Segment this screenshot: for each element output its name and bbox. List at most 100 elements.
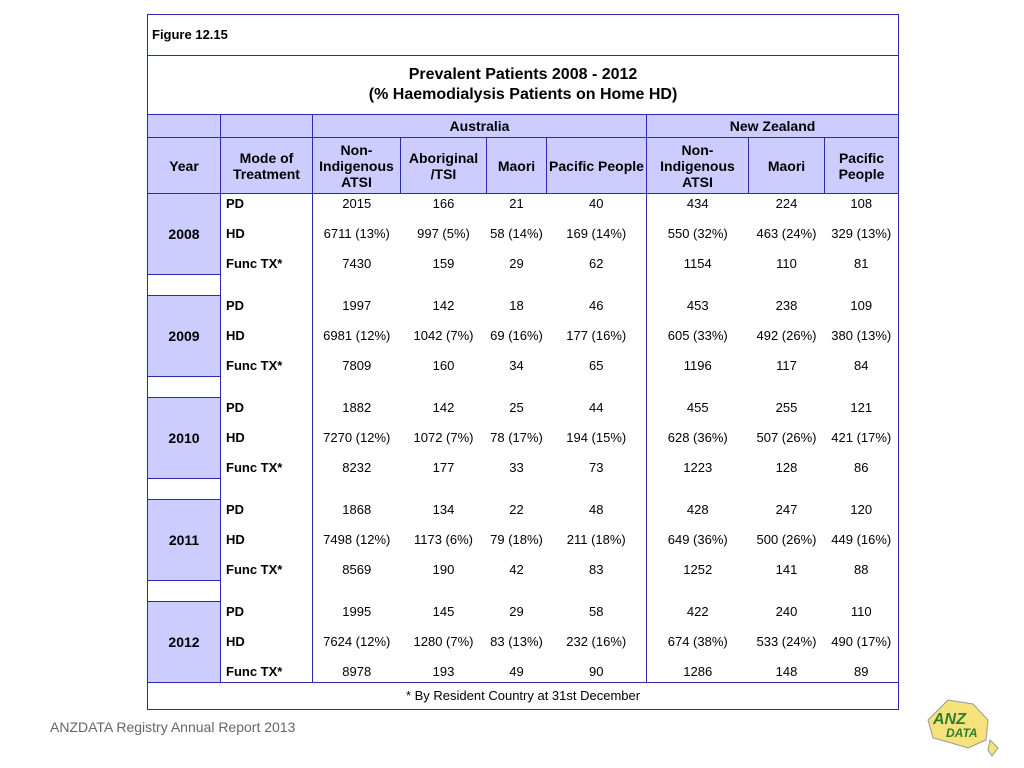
value-cell: 455 — [646, 397, 749, 419]
value-cell: 255 — [775, 400, 798, 415]
value-cell: 40 — [589, 196, 604, 212]
value-cell: 247 — [775, 502, 798, 517]
value-cell: 232 (16%) — [566, 634, 627, 649]
value-cell: 1252 — [646, 559, 749, 581]
value-cell: 29 — [509, 256, 524, 271]
column-header: Mode of Treatment — [220, 137, 313, 194]
value-cell: 2015 — [312, 193, 401, 215]
table-row: HD 7624 (12%) 1280 (7%) 83 (13%) 232 (16%) 67… — [148, 622, 900, 662]
spacer — [645, 274, 900, 296]
value-cell: 1042 (7%) — [413, 328, 474, 343]
value-cell: 22 — [509, 502, 524, 517]
mode-of-treatment: Func TX* — [220, 253, 313, 275]
value-cell: 65 — [589, 358, 604, 373]
year: 2012 — [147, 601, 221, 683]
value-cell: 109 — [824, 295, 900, 317]
spacer — [312, 274, 647, 296]
value-cell: 463 (24%) — [756, 226, 817, 241]
value-cell: 224 — [775, 196, 798, 212]
value-cell: 8569 — [312, 559, 401, 581]
value-cell: 674 (38%) — [646, 622, 749, 662]
value-cell: 46 — [589, 298, 604, 313]
table-row: Func TX* 8978 193 49 90 1286 148 89 — [148, 661, 900, 683]
table-row: Prevalent Patients 2008 - 2012 (% Haemodi… — [146, 55, 900, 115]
group-header: New Zealand — [645, 114, 900, 138]
value-cell: 240 — [775, 604, 798, 619]
table-row: 2011 PD 1868 134 22 48 428 247 120 — [147, 499, 900, 581]
value-cell: 49 — [509, 663, 524, 679]
mode-of-treatment: HD — [220, 316, 313, 356]
table-row: Year Mode of Treatment Non-Indigenous ATSI… — [147, 137, 900, 194]
header-blank — [220, 114, 313, 138]
column-header: Non-Indigenous ATSI — [646, 137, 749, 194]
value-cell: 33 — [509, 460, 524, 475]
figure-label: Figure 12.15 — [146, 14, 900, 56]
table-row: Australia New Zealand — [147, 114, 900, 138]
value-cell: 84 — [824, 355, 900, 377]
spacer — [312, 478, 647, 500]
value-cell: 8232 — [312, 457, 401, 479]
value-cell: 421 (17%) — [824, 418, 900, 458]
value-cell: 117 — [776, 358, 797, 373]
table-row: HD 6981 (12%) 1042 (7%) 69 (16%) 177 (16%) 60… — [148, 316, 900, 356]
value-cell: 108 — [824, 193, 900, 215]
mode-of-treatment: HD — [220, 214, 313, 254]
table-row: Figure 12.15 — [146, 14, 900, 56]
value-cell: 128 — [775, 460, 798, 475]
table-row: 2008 PD 2015 166 21 40 434 224 108 — [147, 193, 900, 275]
logo: ANZ DATA — [927, 699, 999, 757]
table-row: * By Resident Country at 31st December — [146, 682, 900, 710]
value-cell: 34 — [509, 358, 524, 373]
value-cell: 81 — [824, 253, 900, 275]
value-cell: 449 (16%) — [824, 520, 900, 560]
value-cell: 7430 — [312, 253, 401, 275]
value-cell: 1868 — [312, 499, 401, 521]
mode-of-treatment: HD — [220, 520, 313, 560]
value-cell: 25 — [509, 400, 524, 415]
value-cell: 145 — [432, 604, 455, 619]
value-cell: 193 — [432, 663, 455, 679]
value-cell: 142 — [432, 400, 455, 415]
title-line: (% Haemodialysis Patients on Home HD) — [368, 86, 678, 103]
value-cell: 1223 — [646, 457, 749, 479]
value-cell: 533 (24%) — [756, 634, 817, 649]
value-cell: 21 — [509, 196, 524, 212]
table-row: Func TX* 7430 159 29 62 1154 110 81 — [148, 253, 900, 275]
value-cell: 120 — [824, 499, 900, 521]
spacer — [312, 580, 647, 602]
year: 2009 — [147, 295, 221, 377]
header-blank — [147, 114, 221, 138]
table-row: HD 7498 (12%) 1173 (6%) 79 (18%) 211 (18%) 64… — [148, 520, 900, 560]
logo-text: ANZ — [932, 711, 967, 728]
value-cell: 1997 — [312, 295, 401, 317]
spacer — [312, 376, 647, 398]
mode-of-treatment: Func TX* — [220, 355, 313, 377]
value-cell: 141 — [775, 562, 798, 577]
value-cell: 121 — [824, 397, 900, 419]
mode-of-treatment: PD — [220, 499, 313, 521]
value-cell: 500 (26%) — [756, 532, 817, 547]
column-header: Maori — [748, 137, 825, 194]
value-cell: 1882 — [312, 397, 401, 419]
value-cell: 1173 (6%) — [413, 532, 473, 547]
table-row: HD 6711 (13%) 997 (5%) 58 (14%) 169 (14%) 550… — [148, 214, 900, 254]
mode-of-treatment: PD — [220, 397, 313, 419]
value-cell: 997 (5%) — [417, 226, 470, 241]
footnote: * By Resident Country at 31st December — [146, 682, 900, 710]
value-cell: 1286 — [646, 661, 749, 683]
value-cell: 507 (26%) — [756, 430, 817, 445]
value-cell: 329 (13%) — [824, 214, 900, 254]
value-cell: 58 — [589, 604, 604, 619]
value-cell: 6711 (13%) — [312, 214, 401, 254]
value-cell: 190 — [432, 562, 455, 577]
table-row: Func TX* 7809 160 34 65 1196 117 84 — [148, 355, 900, 377]
value-cell: 177 — [432, 460, 455, 475]
value-cell: 422 — [646, 601, 749, 623]
value-cell: 550 (32%) — [646, 214, 749, 254]
title-line: Prevalent Patients 2008 - 2012 — [408, 66, 638, 83]
logo-nz — [987, 738, 999, 757]
value-cell: 79 (18%) — [490, 532, 543, 547]
value-cell: 434 — [646, 193, 749, 215]
value-cell: 48 — [589, 502, 604, 517]
